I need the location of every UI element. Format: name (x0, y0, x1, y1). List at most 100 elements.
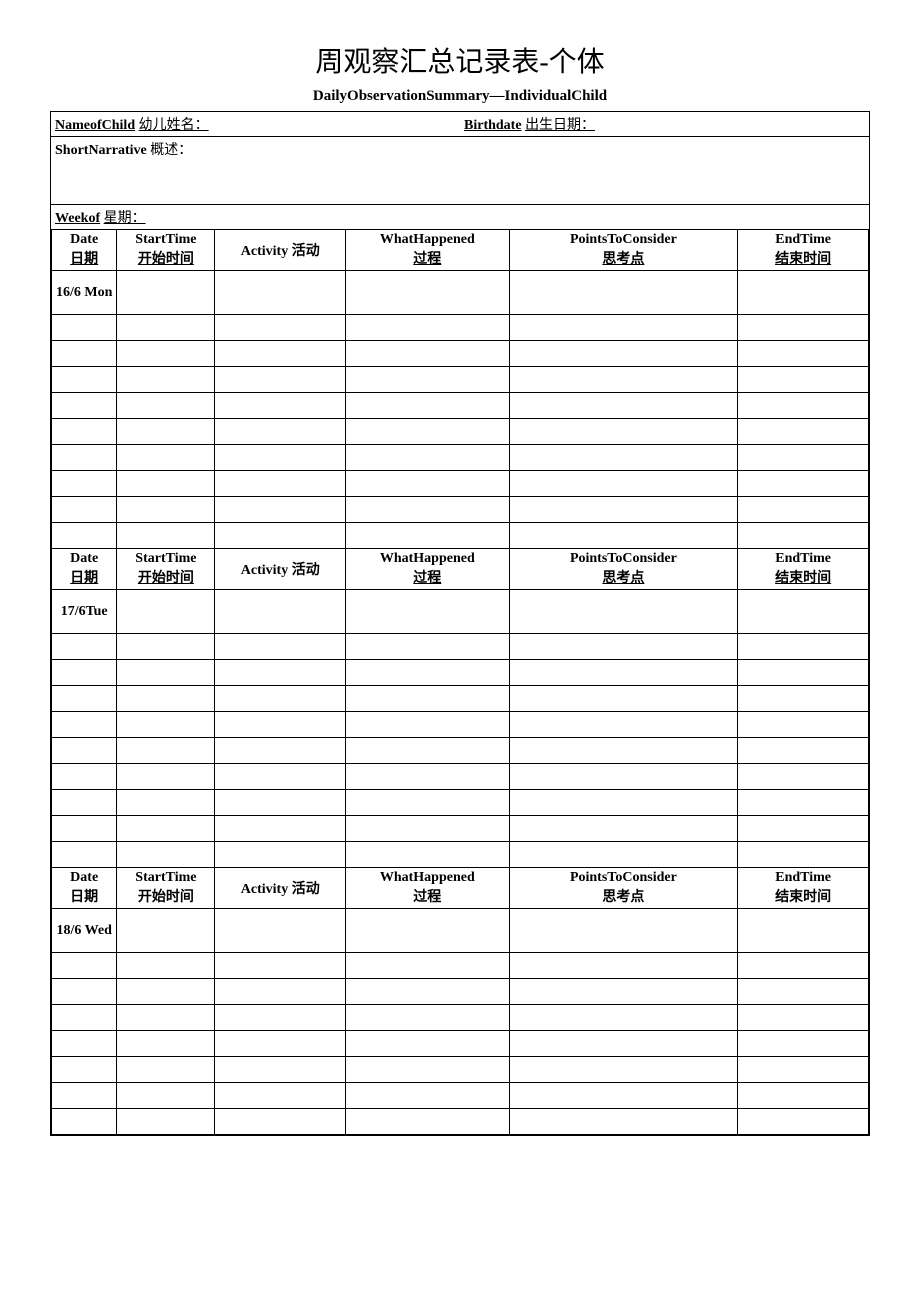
table-date-row: 17/6Tue (52, 590, 869, 634)
table-cell (117, 419, 215, 445)
table-row (52, 341, 869, 367)
date-header: Date日期 (52, 230, 117, 271)
table-cell (215, 497, 346, 523)
table-cell (52, 471, 117, 497)
start-header: StartTime开始时间 (117, 868, 215, 909)
table-cell (346, 909, 509, 953)
table-cell (346, 634, 509, 660)
table-cell (738, 393, 869, 419)
table-cell (52, 419, 117, 445)
date-header: Date日期 (52, 549, 117, 590)
table-cell (738, 842, 869, 868)
name-of-child-label: NameofChild 幼儿姓名： (51, 112, 460, 136)
table-cell (117, 686, 215, 712)
table-cell (738, 1109, 869, 1135)
table-cell (52, 1109, 117, 1135)
table-cell (117, 1109, 215, 1135)
table-cell (52, 367, 117, 393)
table-row (52, 1109, 869, 1135)
activity-header: Activity 活动 (215, 549, 346, 590)
table-cell (509, 909, 738, 953)
date-header: Date日期 (52, 868, 117, 909)
table-cell (215, 315, 346, 341)
table-cell (52, 1005, 117, 1031)
table-cell (215, 909, 346, 953)
table-cell (346, 1109, 509, 1135)
birthdate-label: Birthdate 出生日期： (460, 112, 869, 136)
table-cell (117, 1031, 215, 1057)
table-row (52, 953, 869, 979)
table-cell (215, 979, 346, 1005)
table-cell (52, 1083, 117, 1109)
table-row (52, 1031, 869, 1057)
table-cell (215, 660, 346, 686)
table-cell (346, 764, 509, 790)
table-cell (215, 1109, 346, 1135)
table-cell (509, 738, 738, 764)
table-cell (52, 1031, 117, 1057)
table-cell (509, 686, 738, 712)
table-cell (117, 909, 215, 953)
table-cell (509, 1057, 738, 1083)
table-cell (509, 341, 738, 367)
table-cell (509, 419, 738, 445)
table-row (52, 686, 869, 712)
table-cell (509, 471, 738, 497)
table-cell (346, 738, 509, 764)
table-cell (215, 419, 346, 445)
table-cell (738, 634, 869, 660)
table-cell (738, 1083, 869, 1109)
table-cell (738, 979, 869, 1005)
table-cell (509, 660, 738, 686)
table-cell (509, 1109, 738, 1135)
table-cell (509, 271, 738, 315)
table-cell (117, 1083, 215, 1109)
name-zh: 幼儿姓名： (139, 118, 209, 133)
table-cell (346, 523, 509, 549)
table-row (52, 471, 869, 497)
birth-en: Birthdate (464, 118, 522, 133)
table-cell (52, 790, 117, 816)
table-cell (346, 367, 509, 393)
table-cell (509, 764, 738, 790)
what-header: WhatHappened过程 (346, 230, 509, 271)
table-cell (117, 712, 215, 738)
table-cell (509, 445, 738, 471)
table-date-row: 16/6 Mon (52, 271, 869, 315)
table-cell (117, 471, 215, 497)
table-row (52, 315, 869, 341)
table-cell (52, 315, 117, 341)
short-narrative-area: ShortNarrative 概述： (51, 137, 869, 205)
table-cell (215, 341, 346, 367)
observation-table: Date日期StartTime开始时间Activity 活动WhatHappen… (51, 229, 869, 1135)
weekof-en: Weekof (55, 211, 100, 226)
table-cell (509, 393, 738, 419)
table-cell (346, 712, 509, 738)
table-cell (346, 979, 509, 1005)
table-cell (738, 367, 869, 393)
table-row (52, 979, 869, 1005)
table-cell (738, 712, 869, 738)
end-header: EndTime结束时间 (738, 549, 869, 590)
activity-header: Activity 活动 (215, 868, 346, 909)
table-cell (346, 953, 509, 979)
table-cell (346, 341, 509, 367)
table-cell (738, 1005, 869, 1031)
what-header: WhatHappened过程 (346, 549, 509, 590)
table-row (52, 1083, 869, 1109)
table-cell (215, 1083, 346, 1109)
table-cell (52, 816, 117, 842)
table-cell (117, 816, 215, 842)
table-cell (215, 1057, 346, 1083)
table-cell (509, 1083, 738, 1109)
table-cell (738, 790, 869, 816)
start-header: StartTime开始时间 (117, 230, 215, 271)
table-cell (52, 341, 117, 367)
table-cell (117, 660, 215, 686)
form-container: NameofChild 幼儿姓名： Birthdate 出生日期： ShortN… (50, 111, 870, 1136)
table-cell (509, 1005, 738, 1031)
table-cell (738, 1031, 869, 1057)
table-cell (346, 1005, 509, 1031)
table-cell (117, 979, 215, 1005)
table-row (52, 497, 869, 523)
